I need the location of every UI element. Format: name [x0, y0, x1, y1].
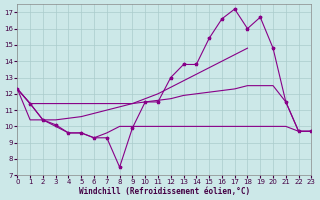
X-axis label: Windchill (Refroidissement éolien,°C): Windchill (Refroidissement éolien,°C) — [79, 187, 250, 196]
